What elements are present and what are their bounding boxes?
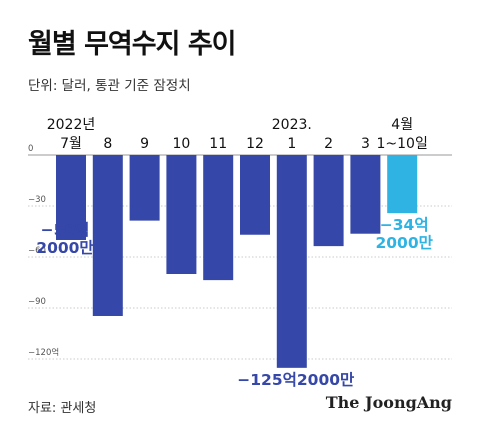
brand-logo: The JoongAng — [325, 393, 452, 412]
data-label-line: 2000만 — [375, 234, 433, 252]
bar — [129, 155, 160, 221]
category-label-top: 2023. — [272, 117, 312, 133]
data-label-line: −34억 — [380, 215, 429, 234]
bar — [350, 155, 381, 234]
y-tick-label: −120억 — [28, 347, 59, 358]
bar — [56, 155, 86, 240]
data-label-line: −50억 — [41, 220, 90, 239]
chart-title: 월별 무역수지 추이 — [28, 29, 237, 60]
bar — [92, 155, 123, 316]
category-label: 11 — [209, 136, 227, 152]
category-label: 7월 — [60, 136, 82, 152]
data-label: −50억 2000만 — [36, 220, 94, 257]
category-label: 8 — [103, 136, 112, 152]
category-label: 1 — [287, 136, 296, 152]
y-tick-label: −90 — [28, 297, 46, 307]
y-tick-label: 0 — [28, 144, 33, 154]
category-label: 2 — [324, 136, 333, 152]
data-label: −34억 2000만 — [375, 215, 433, 252]
y-tick-label: −60 — [28, 246, 46, 256]
bar — [203, 155, 234, 281]
data-label-line: 2000만 — [36, 239, 94, 257]
category-label-top: 4월 — [391, 117, 413, 133]
category-label: 9 — [140, 136, 149, 152]
bar — [276, 155, 307, 368]
category-label: 1~10일 — [377, 136, 428, 152]
source-note: 자료: 관세청 — [28, 401, 97, 416]
y-tick-label: −30 — [28, 195, 46, 205]
bar — [313, 155, 344, 247]
bar — [240, 155, 270, 235]
bar — [166, 155, 197, 274]
data-label: −125억2000만 — [237, 370, 355, 389]
category-label: 3 — [361, 136, 370, 152]
bar — [387, 155, 418, 214]
category-label: 12 — [246, 136, 264, 152]
category-label-top: 2022년 — [47, 117, 96, 133]
data-label-line: −125억2000만 — [237, 370, 355, 389]
unit-subtitle: 단위: 달러, 통관 기준 잠정치 — [28, 78, 191, 94]
category-label: 10 — [172, 136, 190, 152]
